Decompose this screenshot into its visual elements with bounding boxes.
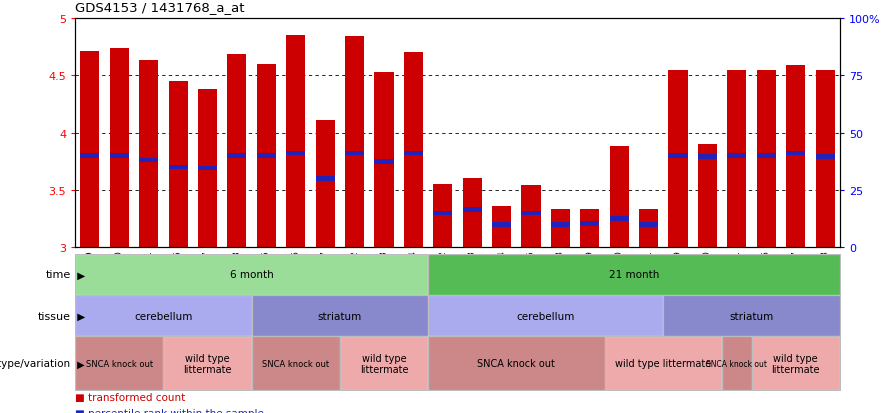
- Text: cerebellum: cerebellum: [134, 311, 193, 321]
- Bar: [404, 152, 423, 156]
- Bar: [728, 154, 746, 159]
- Bar: [169, 165, 187, 170]
- Text: 21 month: 21 month: [609, 270, 659, 280]
- Text: genotype/variation: genotype/variation: [0, 358, 71, 368]
- Bar: [462, 179, 482, 248]
- Bar: [728, 71, 746, 248]
- Text: striatum: striatum: [729, 311, 774, 321]
- Text: SNCA knock out: SNCA knock out: [86, 359, 153, 368]
- Bar: [757, 71, 776, 248]
- Bar: [375, 72, 393, 248]
- Bar: [139, 61, 158, 248]
- Text: ▶: ▶: [74, 270, 86, 280]
- Bar: [80, 154, 99, 159]
- Text: cerebellum: cerebellum: [516, 311, 575, 321]
- Bar: [345, 37, 364, 248]
- Bar: [639, 223, 659, 227]
- Text: GDS4153 / 1431768_a_at: GDS4153 / 1431768_a_at: [75, 1, 245, 14]
- Bar: [786, 152, 805, 156]
- Bar: [110, 48, 129, 248]
- Text: striatum: striatum: [317, 311, 362, 321]
- Bar: [316, 177, 335, 181]
- Text: SNCA knock out: SNCA knock out: [706, 359, 767, 368]
- Bar: [757, 154, 776, 159]
- Bar: [816, 71, 834, 248]
- Bar: [786, 66, 805, 248]
- Bar: [522, 186, 540, 248]
- Bar: [580, 221, 599, 226]
- Bar: [316, 121, 335, 248]
- Bar: [697, 155, 717, 159]
- Bar: [139, 159, 158, 163]
- Bar: [522, 211, 540, 216]
- Bar: [639, 210, 659, 248]
- Bar: [375, 159, 393, 164]
- Bar: [551, 223, 570, 227]
- Text: time: time: [45, 270, 71, 280]
- Bar: [286, 36, 305, 248]
- Text: SNCA knock out: SNCA knock out: [263, 359, 329, 368]
- Text: ■ transformed count: ■ transformed count: [75, 392, 186, 402]
- Bar: [433, 185, 453, 248]
- Bar: [286, 152, 305, 156]
- Text: ▶: ▶: [74, 358, 85, 368]
- Bar: [433, 211, 453, 216]
- Bar: [404, 53, 423, 248]
- Bar: [169, 82, 187, 248]
- Bar: [580, 210, 599, 248]
- Text: wild type littermate: wild type littermate: [615, 358, 712, 368]
- Text: tissue: tissue: [38, 311, 71, 321]
- Bar: [256, 64, 276, 248]
- Bar: [345, 152, 364, 156]
- Bar: [227, 55, 247, 248]
- Bar: [610, 147, 629, 248]
- Bar: [697, 145, 717, 248]
- Text: wild type
littermate: wild type littermate: [183, 353, 232, 374]
- Bar: [610, 217, 629, 221]
- Bar: [668, 154, 688, 159]
- Bar: [110, 154, 129, 159]
- Bar: [462, 208, 482, 212]
- Bar: [256, 154, 276, 159]
- Bar: [492, 223, 511, 227]
- Text: 6 month: 6 month: [230, 270, 273, 280]
- Text: SNCA knock out: SNCA knock out: [477, 358, 555, 368]
- Bar: [227, 154, 247, 159]
- Bar: [198, 90, 217, 248]
- Text: wild type
littermate: wild type littermate: [360, 353, 408, 374]
- Bar: [816, 155, 834, 159]
- Bar: [668, 71, 688, 248]
- Text: ■ percentile rank within the sample: ■ percentile rank within the sample: [75, 408, 264, 413]
- Bar: [551, 210, 570, 248]
- Bar: [80, 52, 99, 248]
- Text: wild type
littermate: wild type littermate: [772, 353, 820, 374]
- Text: ▶: ▶: [74, 311, 86, 321]
- Bar: [492, 206, 511, 248]
- Bar: [198, 166, 217, 171]
